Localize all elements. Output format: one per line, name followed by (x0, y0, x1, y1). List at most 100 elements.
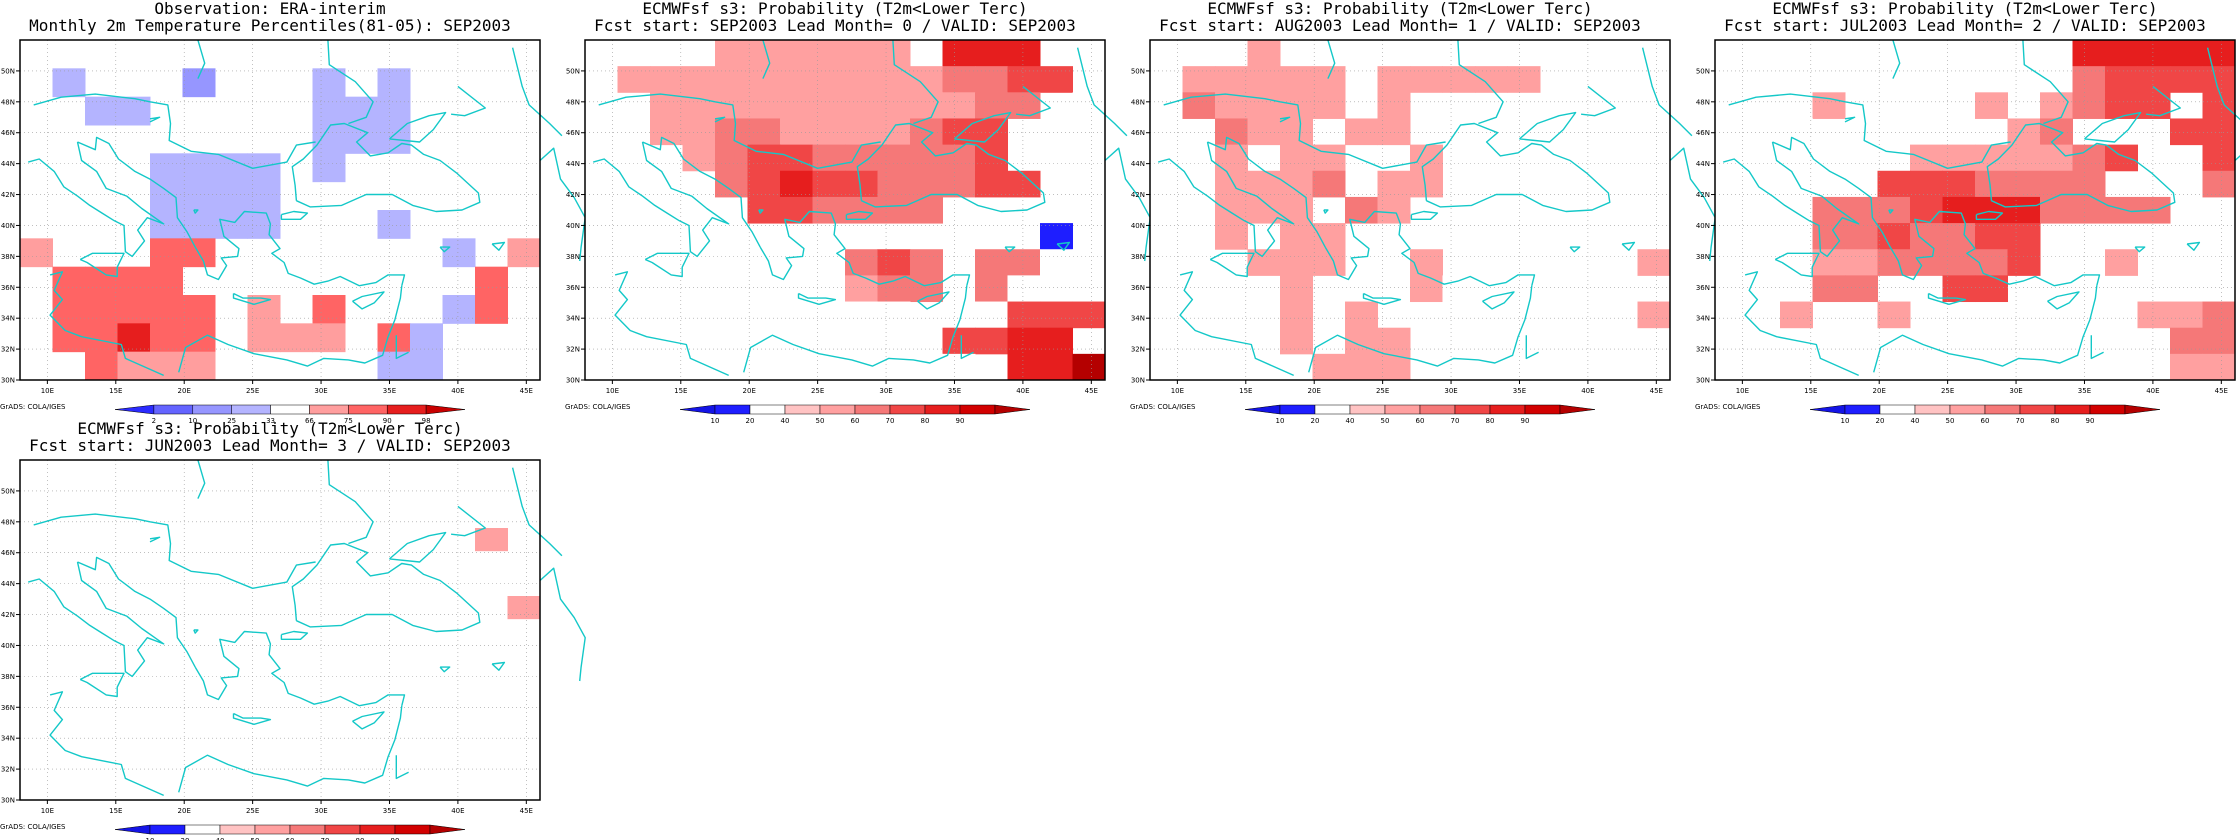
grid-cell (877, 301, 911, 329)
panel-title-line2: Fcst start: AUG2003 Lead Month= 1 / VALI… (1159, 16, 1641, 35)
grid-cell (2040, 92, 2073, 119)
lat-tick-label: 32N (566, 346, 580, 354)
grid-cell (20, 550, 53, 574)
coastline (1482, 291, 1515, 310)
grid-cell (247, 323, 281, 353)
colorbar-segment (114, 404, 155, 415)
coastlines (28, 39, 586, 377)
grid-cell (1312, 170, 1346, 198)
grid-cell (377, 323, 411, 353)
lat-tick-label: 44N (1, 160, 15, 168)
grid-cell (280, 550, 313, 574)
grid-cell (975, 66, 1008, 93)
grid-cell (377, 709, 411, 733)
grid-cell (1280, 118, 1313, 146)
lat-tick-label: 42N (1, 191, 15, 199)
grid-cell (442, 686, 476, 710)
map-figure: 10E 15E 20E 25E 30E 35E 40E 45E 50N 48N 46N 44N 42N 4… (1131, 39, 1716, 425)
grid-cell (182, 482, 216, 506)
grid-cell (1247, 92, 1281, 119)
lon-tick-label: 40E (451, 807, 464, 815)
coastline (389, 531, 447, 563)
map-panel-lead0: ECMWFsf s3: Probability (T2m<Lower Terc)… (565, 0, 1151, 425)
grid-cell (85, 295, 118, 324)
colorbar-label: 50 (251, 837, 260, 840)
coastline (194, 630, 406, 707)
grid-cell (1072, 353, 1106, 381)
colorbar-segment (994, 404, 1031, 415)
colorbar-segment (1809, 404, 1846, 415)
coastline (194, 210, 406, 287)
grid-cell (507, 596, 541, 620)
grid-cell (910, 170, 943, 198)
grid-cell (182, 550, 216, 574)
coastline (1209, 252, 1255, 278)
lat-tick-label: 38N (1, 253, 15, 261)
grid-cell (1910, 223, 1943, 250)
grid-cell (2202, 301, 2236, 329)
grid-cell (1377, 196, 1411, 224)
grid-cell (247, 528, 281, 552)
colorbar-label: 90 (956, 417, 965, 425)
map-panel-observation: Observation: ERA-interim Monthly 2m Temp… (0, 0, 586, 425)
colorbar-label: 80 (2051, 417, 2060, 425)
lon-tick-label: 35E (2078, 387, 2091, 395)
coastline (1774, 252, 1820, 278)
colorbar-segment (1314, 404, 1351, 415)
grid-cell (117, 618, 151, 642)
grid-cell (1442, 275, 1476, 303)
grid-cell (475, 266, 508, 296)
coastline (327, 39, 374, 125)
map-frame (584, 39, 1106, 381)
colorbar-segment (784, 404, 821, 415)
coastline (2022, 39, 2069, 125)
lon-tick-label: 30E (879, 387, 892, 395)
colorbar-label: 70 (321, 837, 330, 840)
colorbar-segment (679, 404, 716, 415)
grid-cell (1975, 170, 2008, 198)
grid-cell (812, 170, 846, 198)
grid-cell (1377, 170, 1411, 198)
lat-tick-label: 50N (1131, 67, 1145, 75)
coastline (1421, 122, 1611, 213)
grid-cell (312, 550, 346, 574)
grid-cell (150, 641, 183, 665)
colorbar-label: 70 (886, 417, 895, 425)
grid-cell (1780, 301, 1813, 329)
grid-cell (1780, 118, 1813, 146)
grid-cell (377, 550, 411, 574)
grads-credit: GrADS: COLA/IGES (1695, 403, 1761, 411)
colorbar-segment (359, 824, 396, 835)
grid-cell (715, 40, 748, 67)
coastline (1569, 246, 1581, 253)
lon-tick-label: 10E (606, 387, 619, 395)
colorbar-segment (2124, 404, 2161, 415)
grid-cell (20, 238, 53, 268)
grid-cell (2202, 353, 2236, 381)
colorbar-label: 60 (1981, 417, 1990, 425)
grid-cell (2040, 196, 2073, 224)
grid-cell (52, 709, 86, 733)
grid-cell (1877, 223, 1911, 250)
colorbar-label: 80 (356, 837, 365, 840)
grid-cell (1040, 249, 1073, 276)
coastline (1728, 93, 2011, 169)
colorbar-segment (270, 404, 310, 415)
colorbar-label: 50 (1381, 417, 1390, 425)
lon-tick-label: 10E (1171, 387, 1184, 395)
grid-cell (1812, 275, 1846, 303)
coastline (1641, 47, 1693, 137)
coastline (2134, 246, 2146, 253)
coastline (1723, 141, 1860, 258)
grid-cell (1475, 170, 1508, 198)
grid-cell (1507, 170, 1541, 198)
lat-tick-label: 42N (566, 191, 580, 199)
coastline (352, 291, 385, 310)
grid-cell (410, 777, 443, 801)
lat-tick-label: 42N (1, 611, 15, 619)
grid-cell (150, 596, 183, 620)
grid-cell (910, 144, 943, 172)
grid-cell (2202, 327, 2236, 355)
grid-cell (280, 573, 313, 597)
colorbar-segment (714, 404, 751, 415)
